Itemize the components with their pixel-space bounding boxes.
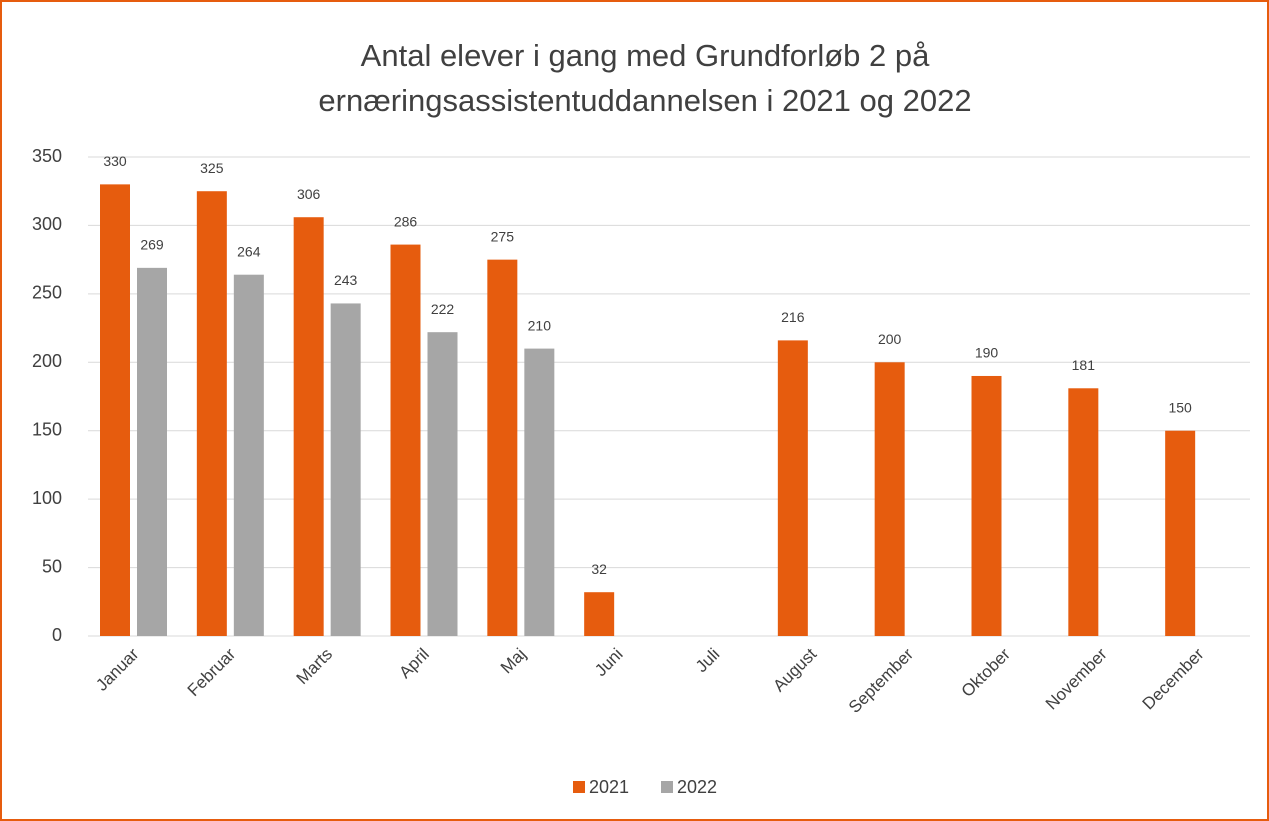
y-tick-label: 100 (32, 488, 62, 508)
legend-swatch (573, 781, 585, 793)
y-tick-label: 0 (52, 625, 62, 645)
data-label: 222 (431, 301, 455, 317)
chart-title: Antal elever i gang med Grundforløb 2 på (361, 38, 930, 73)
bar (293, 217, 324, 636)
chart-title: ernæringsassistentuddannelsen i 2021 og … (318, 83, 971, 118)
y-tick-label: 250 (32, 283, 62, 303)
bar (487, 259, 518, 636)
legend-label: 2021 (589, 777, 629, 797)
data-label: 190 (975, 345, 999, 361)
data-label: 275 (491, 228, 515, 244)
legend-swatch (661, 781, 673, 793)
data-label: 181 (1072, 357, 1096, 373)
data-label: 216 (781, 309, 805, 325)
bar (196, 191, 227, 636)
bar (1165, 430, 1196, 636)
y-tick-label: 350 (32, 146, 62, 166)
data-label: 269 (140, 237, 164, 253)
data-label: 200 (878, 331, 902, 347)
bar (100, 184, 130, 636)
data-label: 243 (334, 272, 358, 288)
bar (233, 274, 264, 636)
data-label: 286 (394, 213, 418, 229)
legend-label: 2022 (677, 777, 717, 797)
bar (777, 340, 808, 636)
bar (874, 362, 905, 636)
bar (330, 303, 361, 636)
data-label: 150 (1168, 399, 1192, 415)
y-tick-label: 300 (32, 214, 62, 234)
data-label: 306 (297, 186, 321, 202)
data-label: 264 (237, 243, 261, 259)
bar (584, 592, 615, 636)
bar (137, 267, 167, 636)
data-label: 32 (591, 561, 607, 577)
y-tick-label: 150 (32, 419, 62, 439)
data-label: 325 (200, 160, 224, 176)
bar (427, 332, 458, 636)
bar (971, 375, 1002, 636)
bar (524, 348, 555, 636)
data-label: 330 (103, 153, 127, 169)
data-label: 210 (528, 317, 552, 333)
bar (1068, 388, 1099, 636)
y-tick-label: 50 (42, 556, 62, 576)
bar (390, 244, 421, 637)
y-tick-label: 200 (32, 351, 62, 371)
